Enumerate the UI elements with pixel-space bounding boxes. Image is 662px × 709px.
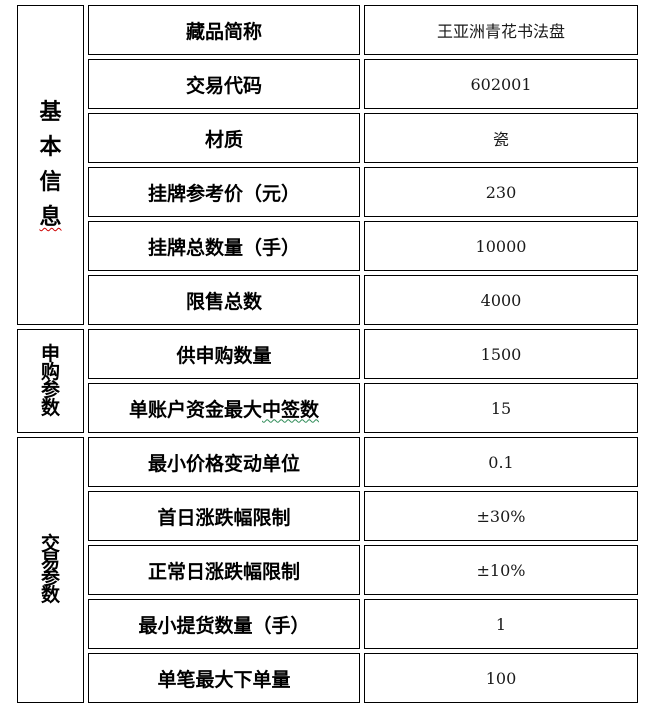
row-label-cell: 供申购数量 xyxy=(88,329,360,379)
row-value-cell: 602001 xyxy=(364,59,638,109)
row-label-cell: 限售总数 xyxy=(88,275,360,325)
row-value-cell: 100 xyxy=(364,653,638,703)
row-label-cell: 单账户资金最大中签数 xyxy=(88,383,360,433)
table-row: 首日涨跌幅限制 ±30% xyxy=(17,491,638,541)
row-label: 最小价格变动单位 xyxy=(147,452,300,475)
row-value-cell: 1500 xyxy=(364,329,638,379)
row-value: 4000 xyxy=(480,290,522,310)
group-label-subscription-params: 申购参数 xyxy=(40,343,61,419)
row-value-cell: 15 xyxy=(364,383,638,433)
row-value: 1 xyxy=(495,614,507,634)
table-row: 限售总数 4000 xyxy=(17,275,638,325)
row-value-cell: 王亚洲青花书法盘 xyxy=(364,5,638,55)
table-row: 最小提货数量（手） 1 xyxy=(17,599,638,649)
group-label-trading-params: 交易参数 xyxy=(40,533,61,606)
row-value: 王亚洲青花书法盘 xyxy=(436,22,565,41)
row-value: 602001 xyxy=(470,74,532,94)
group-header-subscription-params: 申购参数 xyxy=(17,329,84,433)
table-row: 材质 瓷 xyxy=(17,113,638,163)
row-label: 首日涨跌幅限制 xyxy=(157,506,291,529)
row-label: 最小提货数量（手） xyxy=(138,614,310,637)
row-label: 单账户资金最大 xyxy=(128,398,262,421)
row-label: 交易代码 xyxy=(185,74,262,97)
row-label-cell: 最小价格变动单位 xyxy=(88,437,360,487)
row-label-cell: 最小提货数量（手） xyxy=(88,599,360,649)
group-label-text: 基本信 xyxy=(39,100,62,195)
row-label-cell: 正常日涨跌幅限制 xyxy=(88,545,360,595)
row-label-cell: 藏品简称 xyxy=(88,5,360,55)
table-row: 基本信息 藏品简称 王亚洲青花书法盘 xyxy=(17,5,638,325)
table-row: 单账户资金最大中签数 15 xyxy=(17,383,638,433)
row-value: 100 xyxy=(485,668,517,688)
row-value-cell: ±10% xyxy=(364,545,638,595)
row-value-cell: 0.1 xyxy=(364,437,638,487)
group-label-basic-info: 基本信息 xyxy=(39,95,63,235)
row-label: 正常日涨跌幅限制 xyxy=(147,560,300,583)
row-value: 10000 xyxy=(475,236,527,256)
row-value: 15 xyxy=(490,398,512,418)
group-header-basic-info: 基本信息 xyxy=(17,5,84,325)
row-label: 材质 xyxy=(204,128,243,151)
table-row: 交易代码 602001 xyxy=(17,59,638,109)
row-value: ±10% xyxy=(476,560,526,580)
row-value-cell: ±30% xyxy=(364,491,638,541)
row-label-cell: 挂牌参考价（元） xyxy=(88,167,360,217)
row-value-cell: 瓷 xyxy=(364,113,638,163)
row-label: 藏品简称 xyxy=(185,20,262,43)
row-value: 0.1 xyxy=(488,452,514,472)
group-header-trading-params: 交易参数 xyxy=(17,437,84,703)
group-label-text: 申购参数 xyxy=(40,343,60,419)
row-value: ±30% xyxy=(476,506,526,526)
group-label-text-spellcheck: 息 xyxy=(39,205,62,230)
row-label-cell: 交易代码 xyxy=(88,59,360,109)
row-value: 瓷 xyxy=(492,130,509,149)
row-label-cell: 挂牌总数量（手） xyxy=(88,221,360,271)
table-row: 挂牌参考价（元） 230 xyxy=(17,167,638,217)
row-label-cell: 单笔最大下单量 xyxy=(88,653,360,703)
row-label-grammar-check: 中签数 xyxy=(262,398,320,421)
group-label-text: 交易参数 xyxy=(40,533,60,606)
row-label-cell: 首日涨跌幅限制 xyxy=(88,491,360,541)
table-row: 申购参数 供申购数量 1500 xyxy=(17,329,638,433)
row-label: 单笔最大下单量 xyxy=(157,668,291,691)
table-row: 挂牌总数量（手） 10000 xyxy=(17,221,638,271)
product-info-table: 基本信息 藏品简称 王亚洲青花书法盘 交易代码 602001 材质 瓷 挂牌参考… xyxy=(13,1,642,707)
row-value-cell: 4000 xyxy=(364,275,638,325)
row-value-cell: 10000 xyxy=(364,221,638,271)
row-value-cell: 230 xyxy=(364,167,638,217)
row-value: 1500 xyxy=(480,344,522,364)
row-label: 挂牌总数量（手） xyxy=(147,236,300,259)
table-row: 单笔最大下单量 100 xyxy=(17,653,638,703)
row-label-cell: 材质 xyxy=(88,113,360,163)
table-row: 交易参数 最小价格变动单位 0.1 xyxy=(17,437,638,703)
row-value: 230 xyxy=(485,182,517,202)
table-row: 正常日涨跌幅限制 ±10% xyxy=(17,545,638,595)
row-label: 供申购数量 xyxy=(176,344,272,367)
row-label: 限售总数 xyxy=(185,290,262,313)
row-label: 挂牌参考价（元） xyxy=(147,182,300,205)
row-value-cell: 1 xyxy=(364,599,638,649)
